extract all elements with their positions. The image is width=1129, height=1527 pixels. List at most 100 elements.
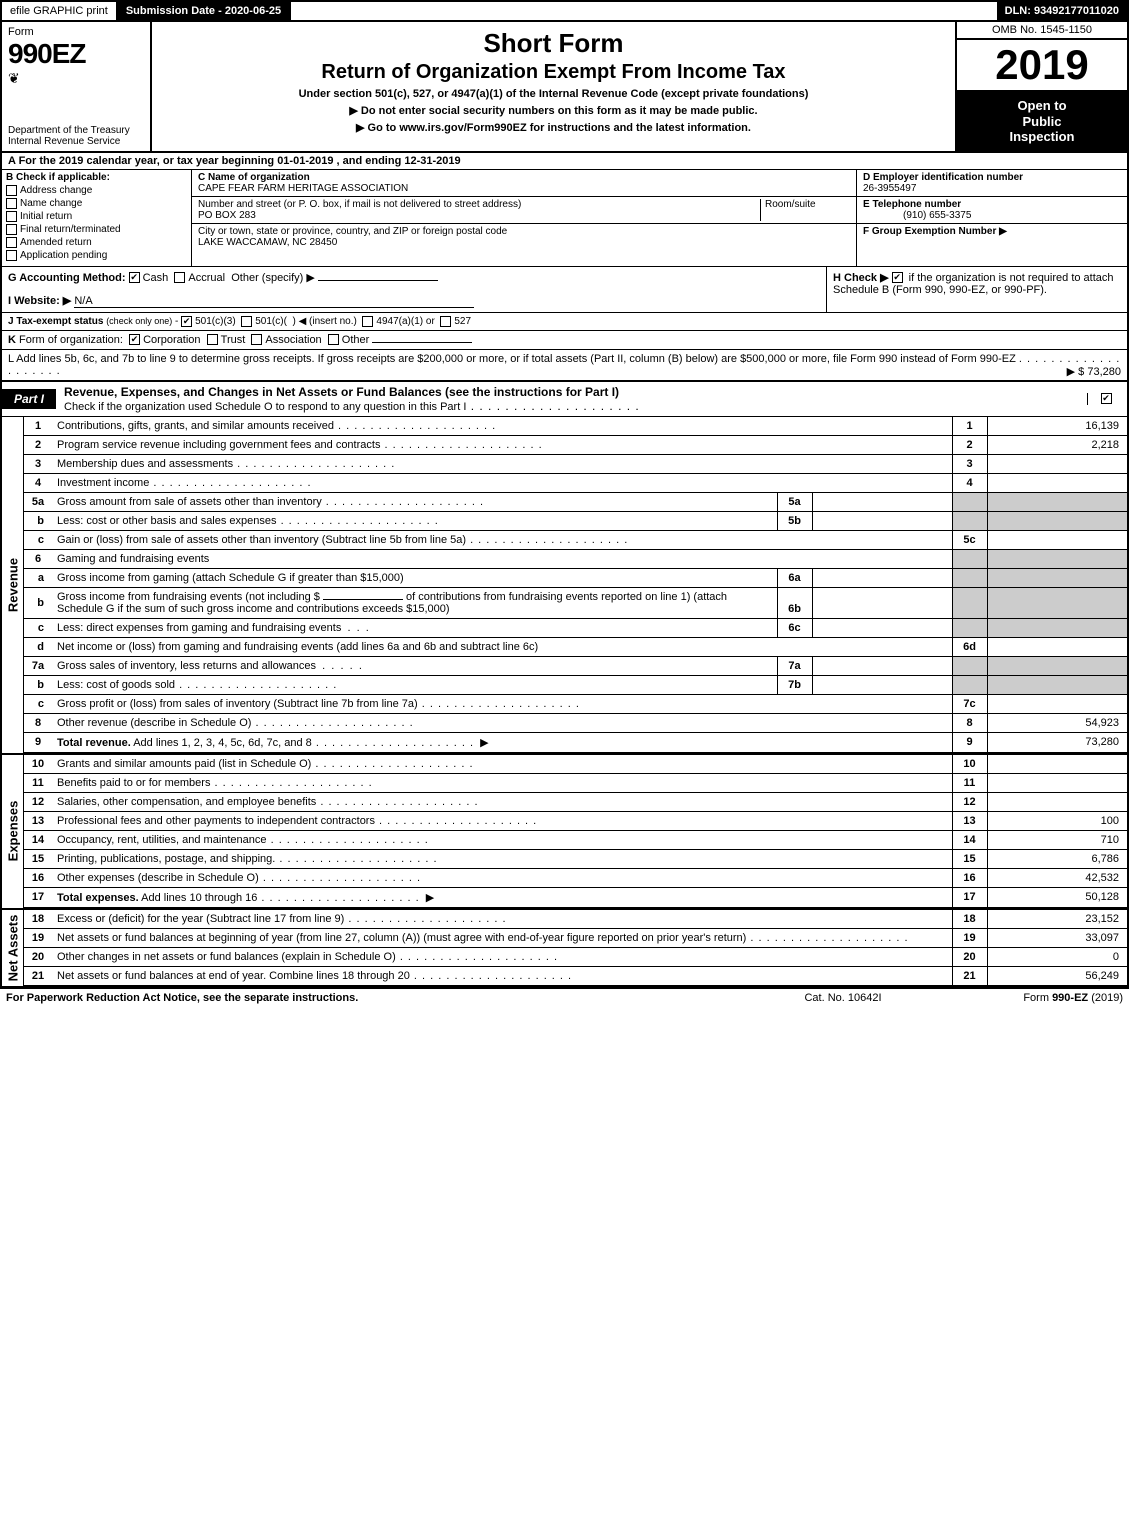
- omb-number: OMB No. 1545-1150: [957, 22, 1127, 40]
- k-other-input[interactable]: [372, 342, 472, 343]
- city-value: LAKE WACCAMAW, NC 28450: [198, 237, 337, 248]
- line-3-value: [987, 454, 1127, 473]
- line-20-value: 0: [987, 947, 1127, 966]
- line-15-value: 6,786: [987, 849, 1127, 868]
- revenue-sidebar: Revenue: [2, 417, 24, 753]
- line-16-value: 42,532: [987, 868, 1127, 887]
- netassets-section: Net Assets 18 Excess or (deficit) for th…: [0, 908, 1129, 988]
- column-b: B Check if applicable: Address change Na…: [2, 170, 192, 266]
- row-gh: G Accounting Method: Cash Accrual Other …: [0, 267, 1129, 313]
- line-6b: b Gross income from fundraising events (…: [24, 587, 1127, 618]
- form-word: Form: [8, 26, 144, 38]
- line-6d-value: [987, 637, 1127, 656]
- street-value: PO BOX 283: [198, 210, 256, 221]
- line-19-value: 33,097: [987, 928, 1127, 947]
- header-right: OMB No. 1545-1150 2019 Open to Public In…: [957, 22, 1127, 151]
- line-11: 11 Benefits paid to or for members 11: [24, 773, 1127, 792]
- line-5c-value: [987, 530, 1127, 549]
- expenses-section: Expenses 10 Grants and similar amounts p…: [0, 753, 1129, 908]
- j-501c3[interactable]: [181, 316, 192, 327]
- opt-address-change[interactable]: Address change: [6, 185, 187, 196]
- j-4947[interactable]: [362, 316, 373, 327]
- line-21: 21 Net assets or fund balances at end of…: [24, 966, 1127, 985]
- line-6a: a Gross income from gaming (attach Sched…: [24, 568, 1127, 587]
- note-website: ▶ Go to www.irs.gov/Form990EZ for instru…: [162, 121, 945, 134]
- header-left: Form 990EZ ❦ Department of the Treasury …: [2, 22, 152, 151]
- row-a-tax-year: A For the 2019 calendar year, or tax yea…: [0, 153, 1129, 170]
- line-17: 17 Total expenses. Add lines 10 through …: [24, 887, 1127, 907]
- line-12-value: [987, 792, 1127, 811]
- line-14: 14 Occupancy, rent, utilities, and maint…: [24, 830, 1127, 849]
- cash-checkbox[interactable]: [129, 272, 140, 283]
- ein-label: D Employer identification number: [863, 172, 1023, 183]
- line-11-value: [987, 773, 1127, 792]
- accrual-checkbox[interactable]: [174, 272, 185, 283]
- part1-schedule-o-checkbox[interactable]: [1101, 393, 1112, 404]
- part1-check-line: Check if the organization used Schedule …: [64, 401, 466, 413]
- col-b-header: B Check if applicable:: [6, 172, 187, 183]
- under-section: Under section 501(c), 527, or 4947(a)(1)…: [162, 88, 945, 100]
- opt-final-return[interactable]: Final return/terminated: [6, 224, 187, 235]
- group-exemption-cell: F Group Exemption Number ▶: [857, 224, 1127, 239]
- org-name-cell: C Name of organization CAPE FEAR FARM HE…: [192, 170, 856, 197]
- inspect-line3: Inspection: [959, 129, 1125, 145]
- tel-cell: E Telephone number (910) 655-3375: [857, 197, 1127, 224]
- opt-amended[interactable]: Amended return: [6, 237, 187, 248]
- column-c: C Name of organization CAPE FEAR FARM HE…: [192, 170, 857, 266]
- line-12: 12 Salaries, other compensation, and emp…: [24, 792, 1127, 811]
- row-j: J Tax-exempt status (check only one) - 5…: [0, 313, 1129, 331]
- netassets-table: 18 Excess or (deficit) for the year (Sub…: [24, 910, 1127, 986]
- other-label: Other (specify) ▶: [231, 272, 315, 284]
- revenue-section: Revenue 1 Contributions, gifts, grants, …: [0, 417, 1129, 753]
- form-header: Form 990EZ ❦ Department of the Treasury …: [0, 22, 1129, 153]
- footer-notice: For Paperwork Reduction Act Notice, see …: [6, 992, 743, 1004]
- opt-pending[interactable]: Application pending: [6, 250, 187, 261]
- title-return: Return of Organization Exempt From Incom…: [162, 61, 945, 84]
- line-5a: 5a Gross amount from sale of assets othe…: [24, 492, 1127, 511]
- line-8: 8 Other revenue (describe in Schedule O)…: [24, 713, 1127, 732]
- org-name-label: C Name of organization: [198, 172, 310, 183]
- cash-label: Cash: [143, 272, 169, 284]
- line-7a: 7a Gross sales of inventory, less return…: [24, 656, 1127, 675]
- column-d: D Employer identification number 26-3955…: [857, 170, 1127, 266]
- line-5c: c Gain or (loss) from sale of assets oth…: [24, 530, 1127, 549]
- line-4: 4 Investment income 4: [24, 473, 1127, 492]
- note-ssn: ▶ Do not enter social security numbers o…: [162, 104, 945, 117]
- expenses-sidebar: Expenses: [2, 755, 24, 908]
- j-527[interactable]: [440, 316, 451, 327]
- row-l-amount: ▶ $ 73,280: [1067, 365, 1121, 378]
- submission-date: Submission Date - 2020-06-25: [118, 2, 291, 20]
- tel-label: E Telephone number: [863, 199, 961, 210]
- h-checkbox[interactable]: [892, 272, 903, 283]
- topbar-spacer: [291, 2, 997, 20]
- line-14-value: 710: [987, 830, 1127, 849]
- line-6: 6 Gaming and fundraising events: [24, 549, 1127, 568]
- footer-formref: Form 990-EZ (2019): [943, 992, 1123, 1004]
- expenses-table: 10 Grants and similar amounts paid (list…: [24, 755, 1127, 908]
- revenue-table: 1 Contributions, gifts, grants, and simi…: [24, 417, 1127, 753]
- line-18: 18 Excess or (deficit) for the year (Sub…: [24, 910, 1127, 929]
- line-4-value: [987, 473, 1127, 492]
- line-7c-value: [987, 694, 1127, 713]
- opt-initial-return[interactable]: Initial return: [6, 211, 187, 222]
- line-5b: b Less: cost or other basis and sales ex…: [24, 511, 1127, 530]
- line-13-value: 100: [987, 811, 1127, 830]
- k-trust[interactable]: [207, 334, 218, 345]
- line-6d: d Net income or (loss) from gaming and f…: [24, 637, 1127, 656]
- irs-label: Internal Revenue Service: [8, 136, 144, 147]
- website-value: N/A: [74, 295, 474, 308]
- room-label: Room/suite: [765, 199, 816, 210]
- opt-name-change[interactable]: Name change: [6, 198, 187, 209]
- other-input[interactable]: [318, 280, 438, 281]
- street-row: Number and street (or P. O. box, if mail…: [192, 197, 856, 224]
- city-label: City or town, state or province, country…: [198, 226, 507, 237]
- k-other[interactable]: [328, 334, 339, 345]
- line-9-value: 73,280: [987, 732, 1127, 752]
- dept-label: Department of the Treasury: [8, 125, 144, 136]
- h-label: H Check ▶: [833, 272, 889, 284]
- j-501c[interactable]: [241, 316, 252, 327]
- row-l-text: L Add lines 5b, 6c, and 7b to line 9 to …: [8, 353, 1016, 365]
- k-corp[interactable]: [129, 334, 140, 345]
- line-15: 15 Printing, publications, postage, and …: [24, 849, 1127, 868]
- k-assoc[interactable]: [251, 334, 262, 345]
